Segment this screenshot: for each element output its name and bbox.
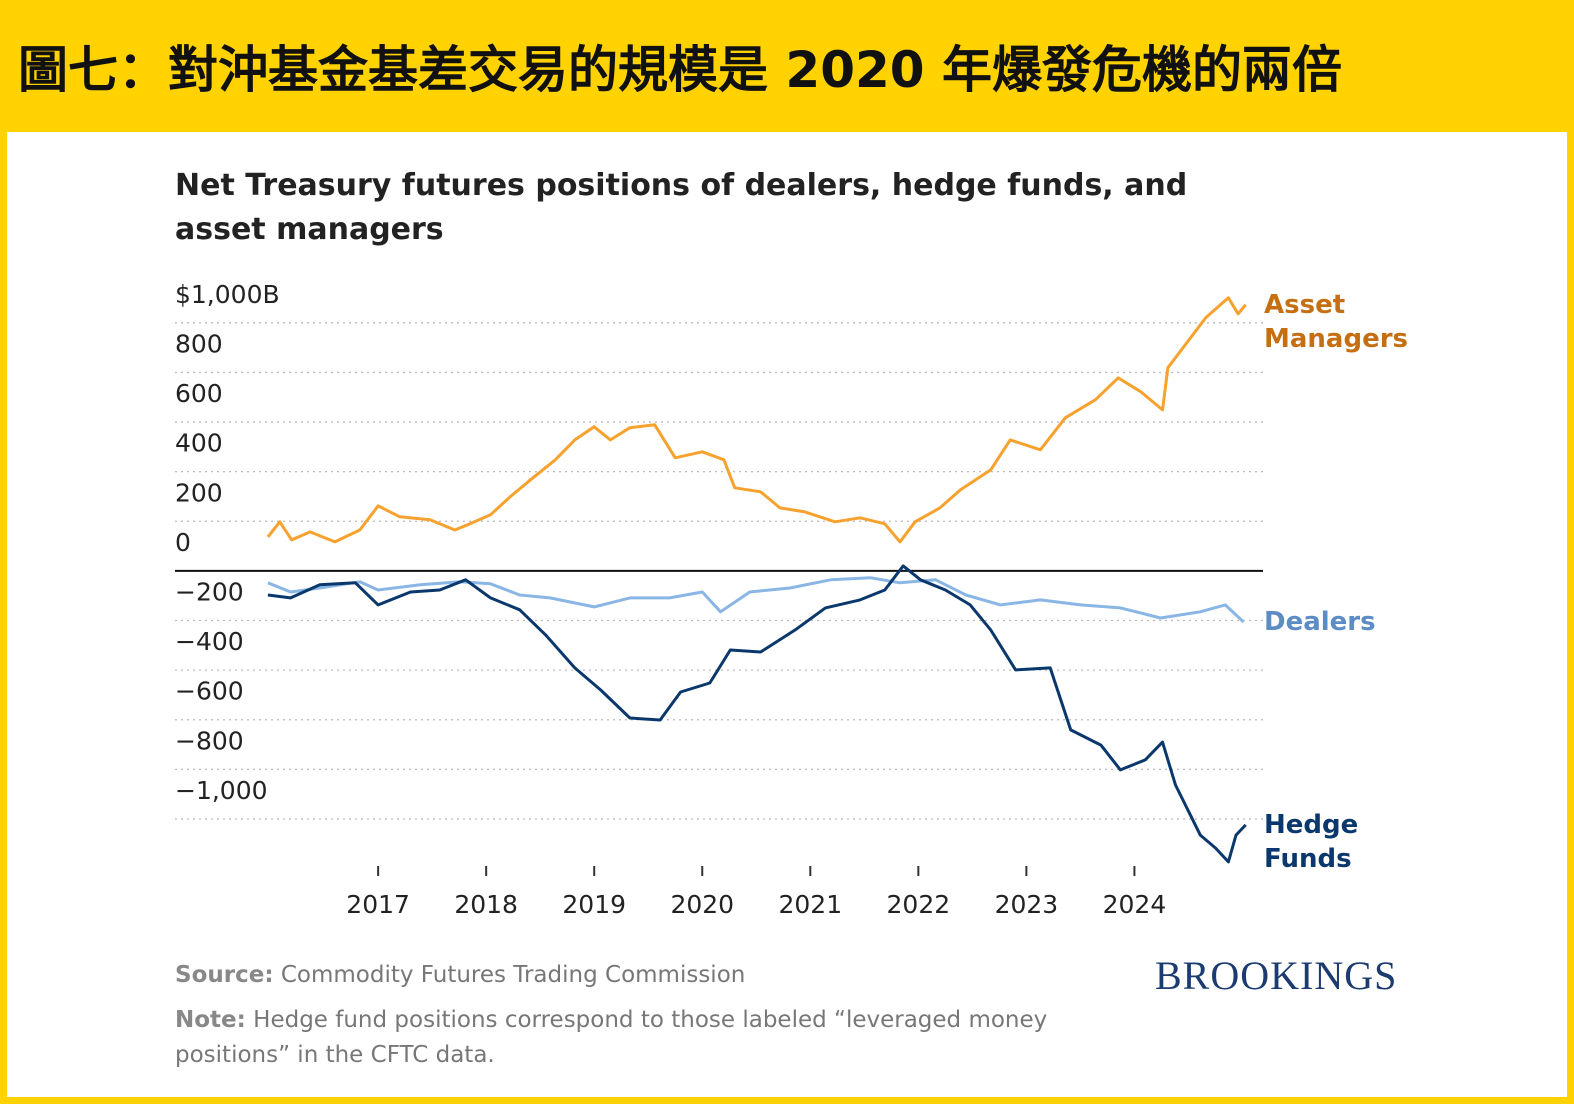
source-text: Commodity Futures Trading Commission <box>280 962 746 988</box>
y-tick-label: −200 <box>175 578 244 607</box>
y-tick-label: 0 <box>175 528 191 557</box>
y-tick-label: −600 <box>175 677 244 706</box>
y-tick-label: 400 <box>175 429 223 458</box>
legend-label: Dealers <box>1264 607 1376 637</box>
x-tick-label: 2019 <box>562 890 626 919</box>
y-tick-label: 200 <box>175 478 223 507</box>
y-tick-label: 600 <box>175 379 223 408</box>
series-line <box>266 296 1247 544</box>
series-line <box>267 564 1247 864</box>
y-tick-label: −1,000 <box>175 776 268 805</box>
note-text: Hedge fund positions correspond to those… <box>175 1007 1048 1068</box>
x-tick-label: 2017 <box>346 890 410 919</box>
y-tick-label: $1,000B <box>175 280 280 309</box>
x-tick-label: 2024 <box>1103 890 1167 919</box>
panel <box>7 132 1567 1097</box>
x-tick-label: 2018 <box>454 890 518 919</box>
series-line <box>267 576 1245 624</box>
y-tick-label: 800 <box>175 329 223 358</box>
x-tick-label: 2023 <box>995 890 1059 919</box>
source: Source: Commodity Futures Trading Commis… <box>175 958 1075 993</box>
legend-label: Hedge Funds <box>1264 809 1359 874</box>
y-tick-label: −800 <box>175 726 244 755</box>
source-label: Source: <box>175 962 274 988</box>
x-tick-label: 2021 <box>778 890 842 919</box>
y-tick-label: −400 <box>175 627 244 656</box>
header-title: 圖七：對沖基金基差交易的規模是 2020 年爆發危機的兩倍 <box>18 41 1342 99</box>
chart-title: Net Treasury futures positions of dealer… <box>175 168 1188 247</box>
note: Note: Hedge fund positions correspond to… <box>175 1003 1075 1073</box>
logo: BROOKINGS <box>1155 953 1398 998</box>
x-tick-label: 2020 <box>670 890 734 919</box>
legend-label: Asset Managers <box>1264 289 1409 354</box>
note-label: Note: <box>175 1007 246 1033</box>
x-tick-label: 2022 <box>887 890 951 919</box>
